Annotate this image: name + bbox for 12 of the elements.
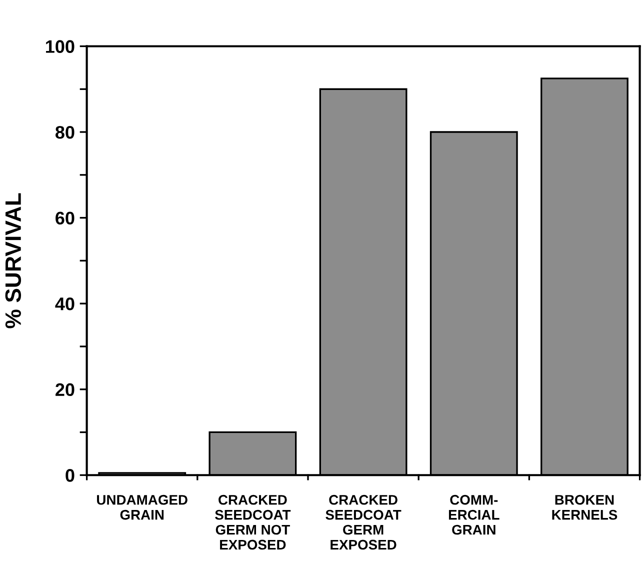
x-tick-label: BROKEN KERNELS (552, 494, 618, 520)
x-tick-label: COMM- ERCIAL GRAIN (448, 494, 500, 535)
y-axis-title: % SURVIVAL (5, 193, 22, 328)
y-tick-label: 0 (66, 469, 74, 482)
x-tick-label: CRACKED SEEDCOAT GERM NOT EXPOSED (215, 494, 291, 550)
x-tick-label: CRACKED SEEDCOAT GERM EXPOSED (326, 494, 402, 550)
y-tick-label: 100 (46, 40, 74, 53)
y-tick-label: 60 (56, 212, 74, 225)
x-tick-label: UNDAMAGED GRAIN (97, 494, 188, 520)
y-tick-label: 80 (55, 126, 74, 139)
y-tick-label: 40 (55, 298, 74, 310)
y-tick-label: 20 (56, 383, 74, 396)
